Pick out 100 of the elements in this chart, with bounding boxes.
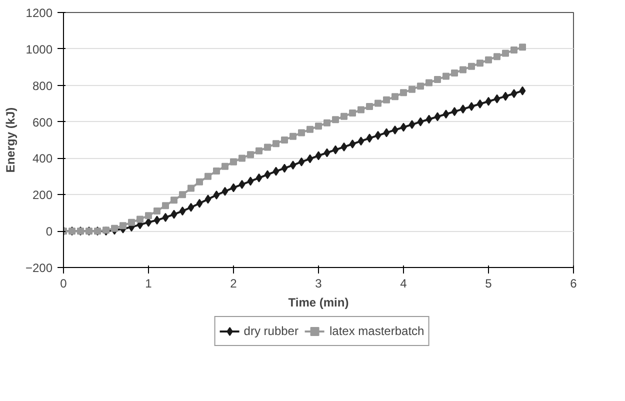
point	[204, 172, 212, 180]
point	[324, 119, 330, 126]
y-tick-label: 400	[32, 152, 53, 166]
x-tick-label: 4	[400, 276, 408, 290]
point	[154, 216, 160, 225]
point	[204, 194, 212, 204]
y-tick-label: 0	[46, 224, 53, 239]
point	[468, 102, 475, 111]
point	[392, 93, 398, 100]
point	[264, 144, 271, 151]
point	[136, 216, 144, 223]
point	[426, 79, 432, 86]
point	[451, 107, 458, 116]
point	[417, 82, 424, 90]
point	[485, 56, 492, 64]
point	[494, 94, 500, 104]
y-tick-label: 800	[32, 78, 53, 93]
point	[196, 178, 203, 186]
point	[111, 224, 118, 232]
point	[519, 44, 526, 51]
point	[460, 104, 466, 114]
point	[349, 110, 356, 117]
x-tick-label: 1	[145, 276, 152, 290]
x-tick-label: 6	[570, 276, 578, 290]
point	[324, 148, 330, 158]
point	[179, 206, 186, 216]
point	[340, 112, 348, 120]
point	[272, 166, 280, 176]
point	[510, 89, 518, 98]
point	[196, 198, 203, 208]
point	[145, 212, 152, 220]
point	[306, 126, 314, 133]
point	[502, 50, 509, 57]
point	[434, 76, 441, 84]
point	[349, 140, 356, 149]
point	[162, 212, 169, 222]
point	[400, 122, 407, 132]
point	[315, 122, 322, 130]
point	[476, 99, 484, 108]
point	[247, 176, 254, 186]
x-tick-label: 2	[230, 276, 238, 290]
point	[442, 72, 450, 80]
point	[332, 145, 339, 154]
point	[358, 136, 364, 146]
point	[281, 136, 288, 144]
point	[162, 202, 169, 210]
point	[502, 92, 509, 101]
point	[408, 120, 416, 130]
point	[256, 173, 262, 182]
point	[281, 164, 288, 173]
point	[485, 96, 492, 106]
point	[290, 160, 296, 170]
point	[383, 96, 390, 104]
point	[128, 218, 135, 226]
y-tick-label: −200	[25, 261, 53, 275]
point	[366, 102, 373, 110]
point	[188, 202, 194, 212]
point	[426, 114, 432, 124]
point	[442, 110, 450, 119]
y-tick-label: 200	[32, 188, 53, 202]
point	[519, 86, 526, 96]
legend-label: dry rubber	[244, 324, 298, 338]
point	[170, 210, 178, 219]
point	[188, 184, 194, 192]
point	[460, 66, 466, 74]
point	[247, 151, 254, 158]
point	[374, 130, 382, 140]
point	[238, 154, 246, 162]
point	[238, 180, 246, 189]
x-axis-title: Time (min)	[288, 296, 349, 310]
point	[222, 186, 228, 196]
point	[358, 106, 364, 114]
point	[383, 128, 390, 138]
x-tick-label: 3	[315, 276, 322, 290]
point	[451, 69, 458, 76]
point	[494, 53, 500, 60]
point	[332, 116, 339, 124]
x-tick-label: 0	[60, 276, 68, 290]
point	[476, 60, 484, 67]
point	[298, 157, 305, 166]
y-tick-label: 1000	[26, 42, 53, 56]
point	[264, 170, 271, 180]
point	[468, 62, 475, 70]
legend-label: latex masterbatch	[329, 324, 424, 338]
x-tick-label: 5	[485, 276, 492, 290]
point	[417, 117, 424, 126]
y-axis-title: Energy (kJ)	[3, 107, 18, 173]
point	[366, 134, 373, 143]
point	[290, 132, 296, 140]
point	[222, 162, 228, 170]
point	[272, 140, 280, 148]
point	[256, 147, 262, 154]
point	[306, 154, 314, 164]
y-tick-label: 600	[32, 115, 53, 130]
point	[179, 191, 186, 198]
point	[230, 158, 237, 166]
point	[298, 129, 305, 136]
point	[374, 100, 382, 107]
point	[213, 167, 220, 174]
point	[230, 183, 237, 192]
